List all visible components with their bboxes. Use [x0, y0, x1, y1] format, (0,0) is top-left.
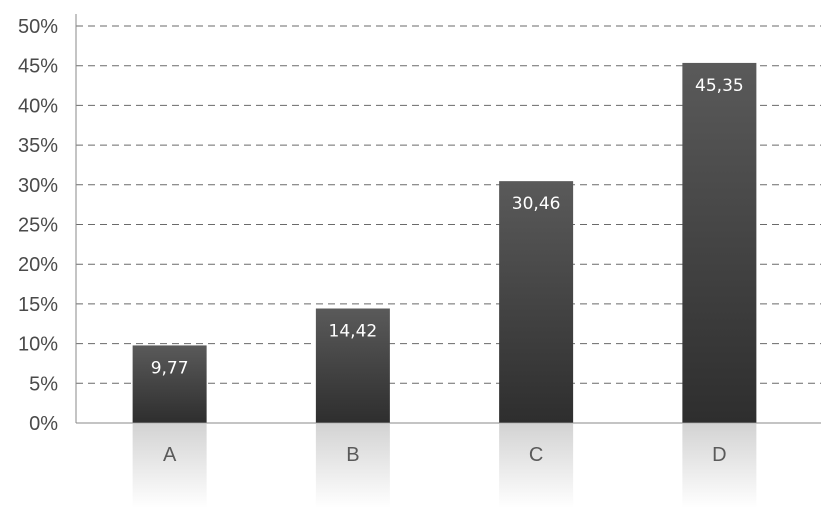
x-axis-tick-labels: A B C D — [163, 444, 727, 466]
x-tick-label: B — [346, 444, 359, 466]
y-tick-label: 15% — [18, 294, 58, 316]
y-tick-label: 40% — [18, 95, 58, 117]
data-label: 45,35 — [695, 76, 744, 96]
data-labels: 9,77 14,42 30,46 45,35 — [151, 76, 744, 379]
bar-reflection — [132, 424, 207, 508]
data-label: 14,42 — [329, 322, 378, 342]
bar-D — [682, 62, 757, 424]
data-label: 30,46 — [512, 194, 561, 214]
y-tick-label: 10% — [18, 334, 58, 356]
y-tick-label: 30% — [18, 175, 58, 197]
y-tick-label: 5% — [29, 373, 58, 395]
x-tick-label: D — [712, 444, 726, 466]
y-tick-label: 0% — [29, 413, 58, 435]
bars — [132, 62, 757, 424]
y-tick-label: 25% — [18, 215, 58, 237]
bar-reflection — [499, 424, 574, 508]
data-label: 9,77 — [151, 358, 189, 378]
x-tick-label: C — [529, 444, 543, 466]
gridlines — [76, 25, 821, 384]
x-tick-label: A — [163, 444, 177, 466]
y-tick-label: 20% — [18, 254, 58, 276]
y-tick-label: 35% — [18, 135, 58, 157]
bar-A — [132, 345, 207, 423]
bar-B — [315, 308, 390, 423]
y-tick-label: 45% — [18, 56, 58, 78]
bar-reflections — [132, 424, 757, 508]
y-axis-tick-labels: 0% 5% 10% 15% 20% 25% 30% 35% 40% 45% 50% — [18, 16, 58, 435]
bar-reflection — [315, 424, 390, 508]
y-tick-label: 50% — [18, 16, 58, 38]
bar-reflection — [682, 424, 757, 508]
bar-C — [499, 181, 574, 423]
